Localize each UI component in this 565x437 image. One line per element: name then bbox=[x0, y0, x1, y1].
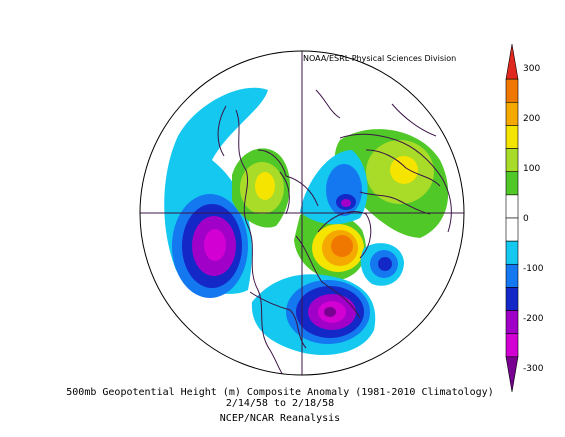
colorbar-segment bbox=[505, 194, 519, 219]
anomaly-arctic bbox=[300, 150, 368, 225]
colorbar-segment bbox=[505, 356, 519, 393]
colorbar-segment bbox=[505, 333, 519, 358]
colorbar-label-neg300: -300 bbox=[523, 364, 544, 374]
anomaly-western-canada bbox=[232, 148, 290, 228]
colorbar-label-100: 100 bbox=[523, 164, 541, 174]
colorbar bbox=[505, 43, 519, 393]
coastlines bbox=[217, 89, 452, 375]
colorbar-segment bbox=[505, 78, 519, 103]
colorbar-segment bbox=[505, 217, 519, 242]
anomaly-north-atlantic bbox=[360, 243, 404, 286]
colorbar-segment bbox=[505, 240, 519, 265]
anomaly-north-pacific bbox=[164, 87, 268, 298]
credit-text: NOAA/ESRL Physical Sciences Division bbox=[303, 54, 457, 63]
colorbar-label-neg100: -100 bbox=[523, 264, 544, 274]
colorbar-segment bbox=[505, 101, 519, 126]
caption-source: NCEP/NCAR Reanalysis bbox=[219, 413, 341, 424]
globe-outline bbox=[139, 50, 465, 376]
caption-title: 500mb Geopotential Height (m) Composite … bbox=[66, 387, 494, 398]
colorbar-segment bbox=[505, 43, 519, 80]
colorbar-segment bbox=[505, 171, 519, 196]
colorbar-segment bbox=[505, 310, 519, 335]
colorbar-segment bbox=[505, 125, 519, 149]
colorbar-label-200: 200 bbox=[523, 114, 541, 124]
anomaly-shading bbox=[164, 87, 449, 356]
colorbar-label-0: 0 bbox=[523, 214, 529, 224]
colorbar-label-300: 300 bbox=[523, 64, 541, 74]
colorbar-segment bbox=[505, 148, 519, 173]
anomaly-eastern-north-america bbox=[251, 274, 376, 356]
colorbar-segment bbox=[505, 287, 519, 311]
colorbar-segment bbox=[505, 263, 519, 288]
colorbar-label-neg200: -200 bbox=[523, 314, 544, 324]
caption-dates: 2/14/58 to 2/18/58 bbox=[225, 398, 335, 409]
